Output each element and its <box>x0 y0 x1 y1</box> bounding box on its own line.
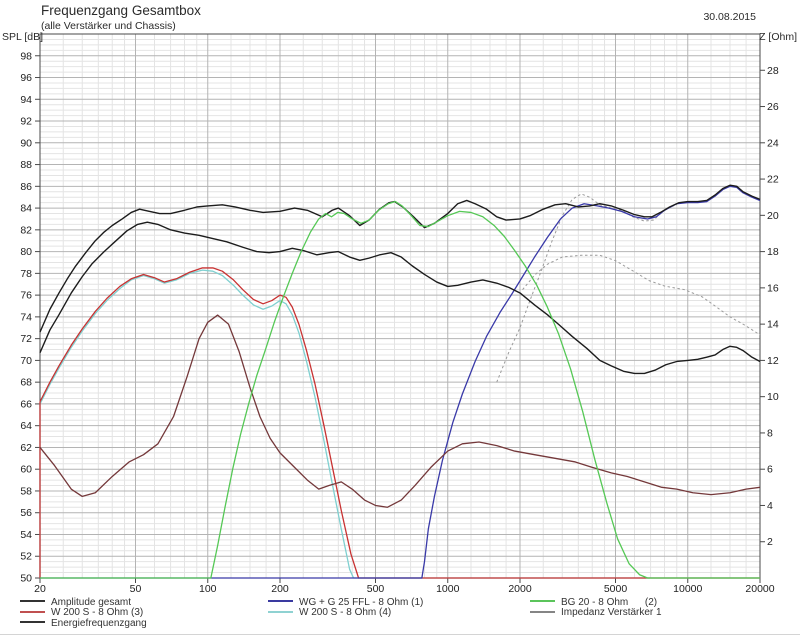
svg-text:16: 16 <box>767 282 779 294</box>
curve-dotted-aux-2 <box>522 254 761 336</box>
legend-column-1: Amplitude gesamt W 200 S - 8 Ohm (3) Energ… <box>20 597 147 629</box>
chart-legend: Amplitude gesamt W 200 S - 8 Ohm (3) Energ… <box>0 597 800 632</box>
legend-swatch-line <box>268 600 293 603</box>
legend-swatch-line <box>268 610 293 613</box>
legend-swatch-line <box>530 610 555 613</box>
svg-text:26: 26 <box>767 101 779 113</box>
curve-w200s-3 <box>39 267 760 579</box>
svg-text:20: 20 <box>767 210 779 222</box>
svg-text:66: 66 <box>20 398 32 410</box>
legend-label: WG + G 25 FFL - 8 Ohm (1) <box>299 597 424 608</box>
legend-swatch-line <box>20 621 45 624</box>
svg-text:200: 200 <box>271 583 289 595</box>
grid-minor <box>40 34 760 578</box>
svg-text:6: 6 <box>767 464 773 476</box>
page-subtitle: (alle Verstärker und Chassis) <box>41 20 176 32</box>
svg-text:76: 76 <box>20 290 32 302</box>
legend-label: W 200 S - 8 Ohm (4) <box>299 607 392 619</box>
grid-major <box>40 34 760 578</box>
svg-text:74: 74 <box>20 311 32 323</box>
legend-item: W 200 S - 8 Ohm (3) <box>20 608 147 618</box>
svg-text:8: 8 <box>767 427 773 439</box>
chart-date: 30.08.2015 <box>703 11 756 23</box>
legend-item: WG + G 25 FFL - 8 Ohm (1) <box>268 597 424 608</box>
svg-text:84: 84 <box>20 203 32 215</box>
svg-text:86: 86 <box>20 181 32 193</box>
svg-text:54: 54 <box>20 529 32 541</box>
legend-column-3: BG 20 - 8 Ohm (2) Impedanz Verstärker 1 <box>530 597 662 619</box>
svg-text:72: 72 <box>20 333 32 345</box>
svg-text:92: 92 <box>20 116 32 128</box>
legend-swatch-line <box>530 600 555 603</box>
svg-text:58: 58 <box>20 485 32 497</box>
svg-text:98: 98 <box>20 50 32 62</box>
left-axis-title: SPL [dB] <box>2 31 44 43</box>
svg-text:12: 12 <box>767 355 779 367</box>
legend-label: Amplitude gesamt <box>51 597 132 608</box>
svg-text:2: 2 <box>767 536 773 548</box>
curve-dotted-aux-1 <box>496 193 677 383</box>
curve-impedanz <box>39 314 761 508</box>
svg-text:20: 20 <box>34 583 46 595</box>
curve-wg-g25 <box>40 185 761 579</box>
svg-text:50: 50 <box>20 573 32 585</box>
svg-text:64: 64 <box>20 420 32 432</box>
svg-text:100: 100 <box>199 583 217 595</box>
svg-text:62: 62 <box>20 442 32 454</box>
svg-text:24: 24 <box>767 137 779 149</box>
legend-label: Energiefrequenzgang <box>51 617 147 629</box>
svg-text:5000: 5000 <box>604 583 628 595</box>
axis-ticks-and-labels: 5052545658606264666870727476788082848688… <box>20 50 779 595</box>
legend-label: W 200 S - 8 Ohm (3) <box>51 607 144 619</box>
legend-swatch-line <box>20 600 45 603</box>
svg-text:70: 70 <box>20 355 32 367</box>
legend-label: BG 20 - 8 Ohm (2) <box>561 597 658 608</box>
svg-text:2000: 2000 <box>508 583 532 595</box>
svg-text:78: 78 <box>20 268 32 280</box>
curve-bg20 <box>40 200 760 579</box>
svg-text:60: 60 <box>20 464 32 476</box>
legend-swatch-line <box>20 610 45 613</box>
legend-item: Amplitude gesamt <box>20 597 147 608</box>
curve-w200s-4 <box>39 269 760 579</box>
svg-text:1000: 1000 <box>436 583 460 595</box>
svg-text:4: 4 <box>767 500 773 512</box>
right-axis-title: Z [Ohm] <box>759 31 797 43</box>
curve-energie <box>39 221 761 375</box>
svg-text:20000: 20000 <box>745 583 774 595</box>
svg-text:88: 88 <box>20 159 32 171</box>
svg-text:50: 50 <box>130 583 142 595</box>
curve-amplitude <box>39 184 761 333</box>
svg-text:68: 68 <box>20 377 32 389</box>
svg-text:82: 82 <box>20 224 32 236</box>
legend-item: BG 20 - 8 Ohm (2) <box>530 597 662 608</box>
svg-text:52: 52 <box>20 551 32 563</box>
svg-text:10: 10 <box>767 391 779 403</box>
legend-item: Energiefrequenzgang <box>20 617 147 629</box>
svg-text:18: 18 <box>767 246 779 258</box>
svg-text:10000: 10000 <box>673 583 702 595</box>
svg-text:14: 14 <box>767 319 779 331</box>
bottom-divider <box>0 634 800 635</box>
svg-text:56: 56 <box>20 507 32 519</box>
legend-item: W 200 S - 8 Ohm (4) <box>268 608 423 618</box>
svg-text:28: 28 <box>767 65 779 77</box>
legend-column-2: WG + G 25 FFL - 8 Ohm (1) W 200 S - 8 Ohm… <box>268 597 424 619</box>
svg-text:500: 500 <box>367 583 385 595</box>
svg-text:22: 22 <box>767 174 779 186</box>
svg-text:96: 96 <box>20 72 32 84</box>
svg-text:80: 80 <box>20 246 32 258</box>
svg-text:90: 90 <box>20 137 32 149</box>
legend-item: Impedanz Verstärker 1 <box>530 608 662 618</box>
legend-label: Impedanz Verstärker 1 <box>561 607 662 619</box>
page-title: Frequenzgang Gesamtbox <box>41 3 201 18</box>
svg-text:94: 94 <box>20 94 32 106</box>
